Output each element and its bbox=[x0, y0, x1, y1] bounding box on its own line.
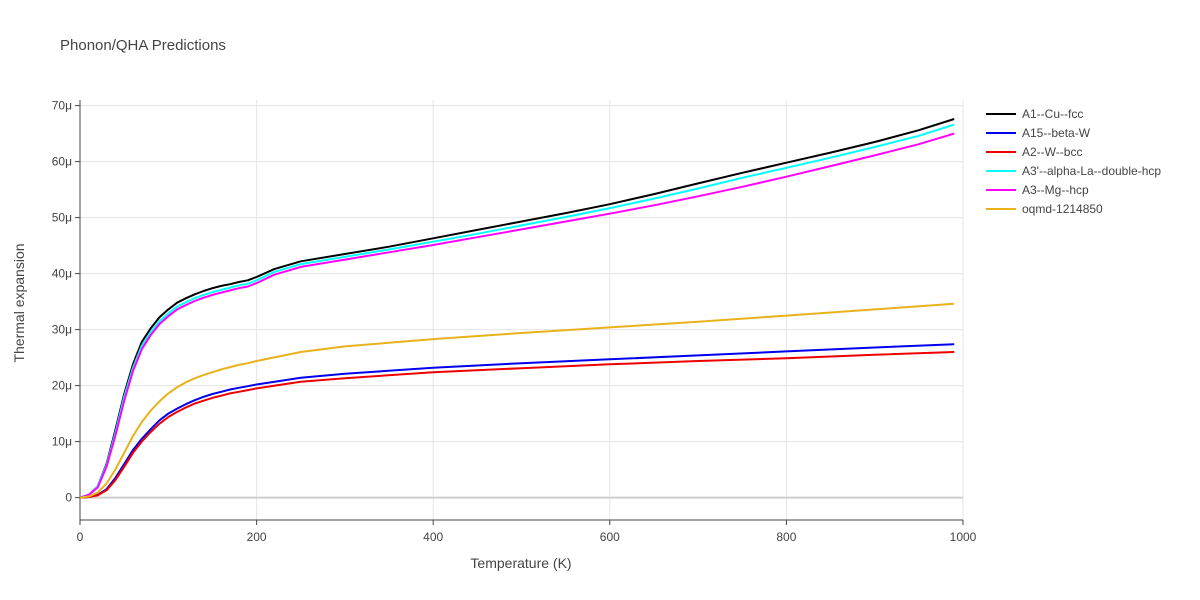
y-axis-title: Thermal expansion bbox=[11, 243, 27, 362]
series-line-0 bbox=[79, 118, 955, 499]
legend-label: oqmd-1214850 bbox=[1022, 202, 1103, 216]
series-line-4 bbox=[79, 132, 955, 499]
legend-label: A3--Mg--hcp bbox=[1022, 183, 1089, 197]
legend-label: A15--beta-W bbox=[1022, 126, 1091, 140]
y-tick-label: 20μ bbox=[52, 379, 72, 393]
series-line-5 bbox=[79, 302, 955, 499]
x-tick-label: 200 bbox=[247, 530, 267, 544]
y-tick-label: 70μ bbox=[52, 99, 72, 113]
y-tick-label: 60μ bbox=[52, 155, 72, 169]
legend-label: A1--Cu--fcc bbox=[1022, 107, 1083, 121]
x-tick-label: 0 bbox=[77, 530, 84, 544]
x-axis-title: Temperature (K) bbox=[470, 555, 571, 571]
series-line-3 bbox=[79, 123, 955, 499]
y-tick-label: 30μ bbox=[52, 323, 72, 337]
x-tick-label: 800 bbox=[776, 530, 796, 544]
axes bbox=[75, 100, 964, 525]
legend: A1--Cu--fcc A15--beta-W A2--W--bcc A3'--alp… bbox=[986, 107, 1161, 216]
series-layer bbox=[79, 118, 955, 499]
x-tick-label: 400 bbox=[423, 530, 443, 544]
y-tick-label: 10μ bbox=[52, 435, 72, 449]
series-line-2 bbox=[79, 351, 955, 499]
y-tick-label: 40μ bbox=[52, 267, 72, 281]
x-tick-label: 600 bbox=[600, 530, 620, 544]
y-tick-label: 0 bbox=[65, 491, 72, 505]
y-tick-label: 50μ bbox=[52, 211, 72, 225]
legend-label: A2--W--bcc bbox=[1022, 145, 1082, 159]
grid bbox=[80, 100, 964, 520]
legend-label: A3'--alpha-La--double-hcp bbox=[1022, 164, 1161, 178]
x-tick-label: 1000 bbox=[950, 530, 977, 544]
series-line-1 bbox=[79, 343, 955, 499]
y-tick-labels: 0 10μ 20μ 30μ 40μ 50μ 60μ 70μ bbox=[52, 99, 73, 505]
x-tick-labels: 0 200 400 600 800 1000 bbox=[77, 530, 977, 544]
chart-title: Phonon/QHA Predictions bbox=[60, 37, 226, 54]
